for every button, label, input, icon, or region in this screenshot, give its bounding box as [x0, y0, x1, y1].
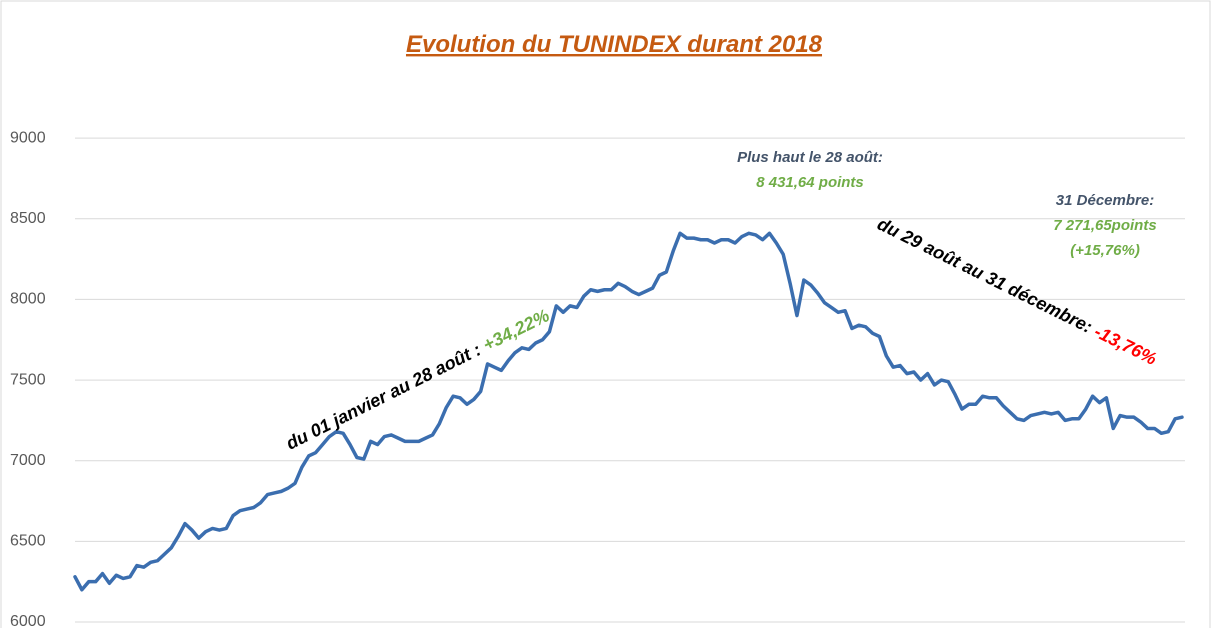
y-tick-label: 6500	[10, 533, 46, 550]
y-tick-label: 8500	[10, 210, 46, 227]
annotation-end: 31 Décembre: 7 271,65points (+15,76%)	[1053, 192, 1156, 259]
y-tick-label: 7500	[10, 371, 46, 388]
annotation: +34,22%	[480, 305, 553, 355]
annotation-fall: du 29 août au 31 décembre: -13,76%	[874, 214, 1160, 369]
annotation: 7 271,65points	[1053, 217, 1156, 234]
y-tick-label: 8000	[10, 291, 46, 308]
annotation: (+15,76%)	[1070, 242, 1140, 259]
grid: 6000 6500 7000 7500 8000 8500 9000	[10, 129, 1185, 628]
annotation-rise: du 01 janvier au 28 août : +34,22%	[283, 305, 553, 453]
annotation: -13,76%	[1091, 321, 1160, 369]
y-tick-label: 9000	[10, 129, 46, 146]
y-tick-label: 6000	[10, 613, 46, 628]
annotation-peak: Plus haut le 28 août: 8 431,64 points	[737, 149, 883, 191]
y-tick-label: 7000	[10, 452, 46, 469]
annotation: 31 Décembre:	[1056, 192, 1154, 209]
plot	[73, 231, 1184, 592]
annotation: 8 431,64 points	[756, 174, 864, 191]
chart-title: Evolution du TUNINDEX durant 2018	[406, 31, 823, 58]
annotation: Plus haut le 28 août:	[737, 149, 883, 166]
data-line	[73, 231, 1184, 592]
